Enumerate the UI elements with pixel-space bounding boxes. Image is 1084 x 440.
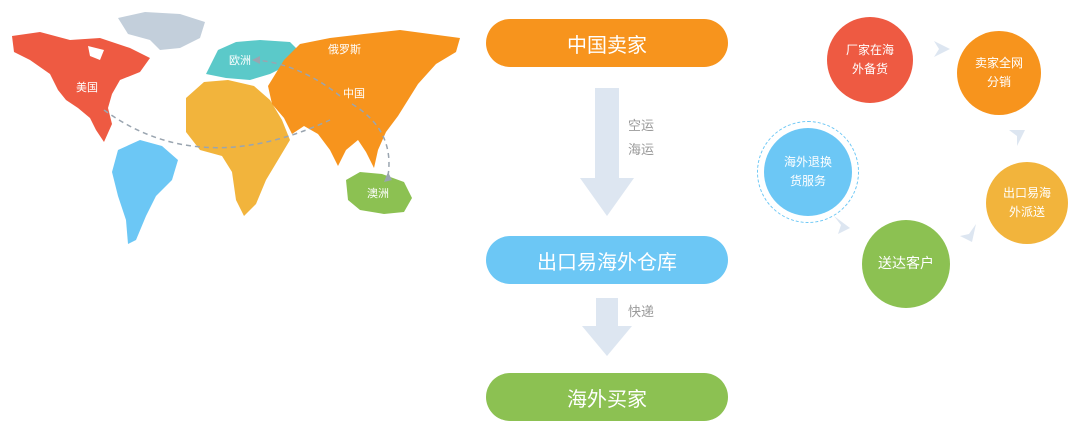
route-china-australia bbox=[351, 103, 390, 177]
down-arrow-small-icon bbox=[582, 298, 632, 356]
warehouse-pill: 出口易海外仓库 bbox=[486, 236, 728, 284]
ck1-delivery-circle: 出口易海 外派送 bbox=[986, 162, 1068, 244]
deliver-customer-label: 送达客户 bbox=[878, 255, 934, 272]
factory-stock-line2: 外备货 bbox=[851, 62, 888, 76]
route-china-europe bbox=[255, 59, 341, 97]
chevron-down-icon bbox=[1009, 130, 1025, 146]
asia-shape bbox=[268, 30, 460, 168]
chevron-down-right-icon bbox=[834, 216, 850, 234]
chevron-down-left-icon bbox=[960, 224, 976, 242]
factory-stock-circle: 厂家在海 外备货 bbox=[827, 17, 913, 103]
down-arrow-large-icon bbox=[580, 88, 634, 216]
return-service-circle: 海外退换 货服务 bbox=[764, 128, 852, 216]
transport-air-label: 空运 bbox=[628, 119, 655, 134]
return-service-line1: 海外退换 bbox=[783, 155, 832, 169]
overseas-buyer-pill: 海外买家 bbox=[486, 373, 728, 421]
seller-distribution-line1: 卖家全网 bbox=[974, 56, 1023, 70]
overseas-buyer-label: 海外买家 bbox=[567, 386, 647, 411]
ck1-delivery-line2: 外派送 bbox=[1008, 205, 1045, 219]
map-label-australia: 澳洲 bbox=[367, 187, 389, 200]
return-service-ring bbox=[757, 121, 859, 223]
map-label-europe: 欧洲 bbox=[229, 54, 251, 67]
deliver-customer-circle: 送达客户 bbox=[862, 220, 950, 308]
china-seller-label: 中国卖家 bbox=[567, 32, 647, 57]
warehouse-label: 出口易海外仓库 bbox=[537, 249, 677, 274]
africa-shape bbox=[186, 80, 290, 216]
north-america-shape bbox=[12, 32, 150, 142]
transport-sea-label: 海运 bbox=[628, 143, 655, 158]
world-map bbox=[12, 12, 460, 244]
map-label-china: 中国 bbox=[343, 87, 365, 100]
seller-distribution-circle: 卖家全网 分销 bbox=[957, 31, 1041, 115]
south-america-shape bbox=[112, 140, 178, 244]
greenland-shape bbox=[118, 12, 205, 50]
map-label-russia: 俄罗斯 bbox=[328, 43, 361, 56]
return-service-line2: 货服务 bbox=[789, 174, 826, 188]
map-label-usa: 美国 bbox=[76, 81, 98, 94]
chevron-right-icon bbox=[934, 41, 950, 57]
china-seller-pill: 中国卖家 bbox=[486, 19, 728, 67]
australia-shape bbox=[346, 172, 412, 214]
express-label: 快递 bbox=[628, 305, 655, 320]
factory-stock-line1: 厂家在海 bbox=[845, 43, 894, 57]
route-usa-china bbox=[103, 109, 331, 149]
seller-distribution-line2: 分销 bbox=[986, 75, 1011, 89]
ck1-delivery-line1: 出口易海 bbox=[1002, 186, 1051, 200]
